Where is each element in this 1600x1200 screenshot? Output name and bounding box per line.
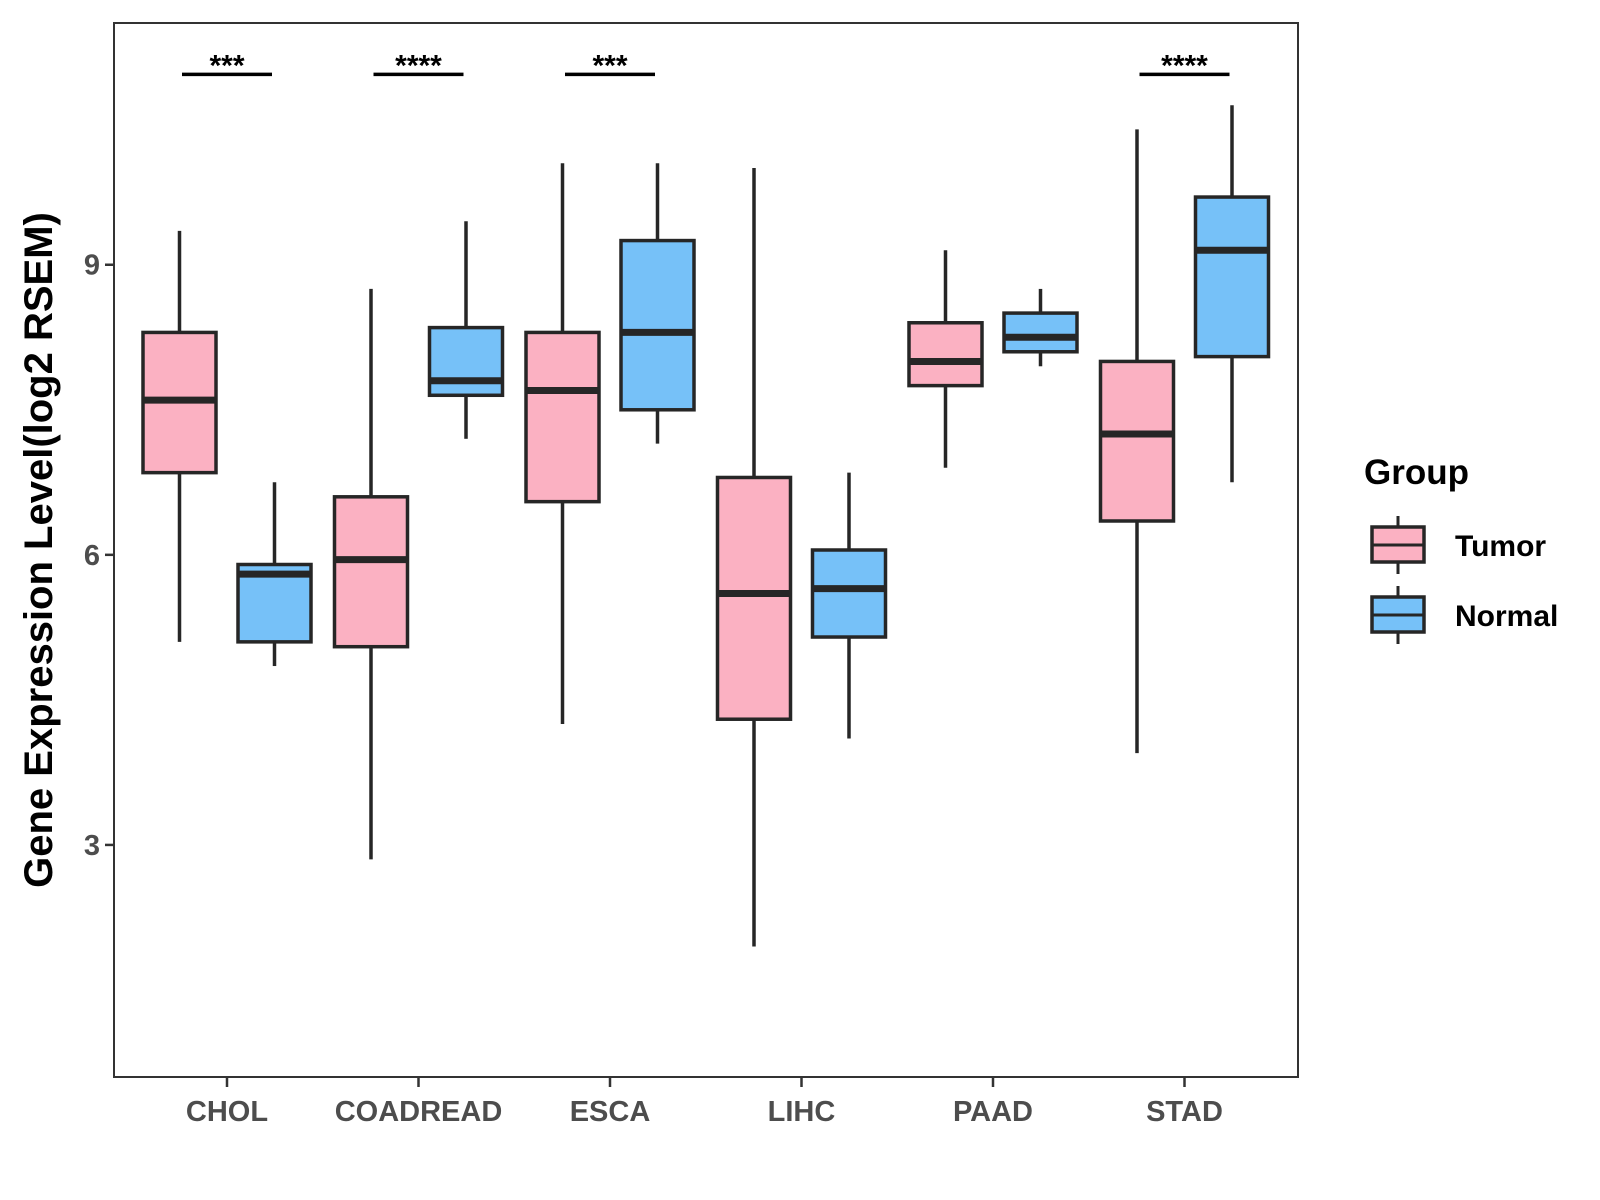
- legend-title: Group: [1364, 453, 1469, 492]
- box-body-normal-lihc: [810, 548, 888, 639]
- panel-border: [113, 22, 1299, 1078]
- significance-label-stad: ****: [1161, 49, 1208, 82]
- box-tumor-esca: [524, 163, 601, 725]
- box-body-normal-stad: [1193, 195, 1271, 359]
- axes: 3 6 9 CHOL COADREAD ESCA LIHC PAAD STAD: [84, 250, 1223, 1128]
- box-normal-stad: [1193, 105, 1271, 483]
- legend: Tumor Normal: [1370, 516, 1558, 644]
- legend-key-normal: [1370, 586, 1426, 644]
- x-tick-label-esca: ESCA: [570, 1096, 651, 1128]
- x-tick-label-coadread: COADREAD: [335, 1096, 503, 1128]
- box-tumor-coadread: [332, 288, 410, 860]
- box-normal-chol: [236, 482, 313, 667]
- box-body-normal-esca: [619, 238, 696, 412]
- y-tick-label-9: 9: [84, 250, 100, 282]
- box-body-normal-coadread: [427, 325, 505, 398]
- box-body-tumor-esca: [524, 330, 601, 504]
- x-tick-label-chol: CHOL: [186, 1096, 268, 1128]
- box-body-tumor-lihc: [715, 475, 793, 721]
- legend-key-tumor: [1370, 516, 1426, 574]
- significance-label-esca: ***: [592, 49, 627, 82]
- y-axis-label: Gene Expression Level(log2 RSEM): [17, 212, 61, 888]
- legend-label-normal: Normal: [1455, 600, 1558, 633]
- box-tumor-lihc: [715, 168, 793, 947]
- box-body-tumor-stad: [1098, 359, 1176, 523]
- x-tick-label-stad: STAD: [1146, 1096, 1223, 1128]
- box-body-normal-paad: [1002, 311, 1079, 354]
- box-normal-esca: [619, 163, 696, 444]
- box-tumor-paad: [907, 250, 984, 468]
- x-tick-label-lihc: LIHC: [768, 1096, 836, 1128]
- box-body-tumor-coadread: [332, 495, 410, 649]
- significance-label-chol: ***: [209, 49, 244, 82]
- box-tumor-chol: [141, 230, 218, 642]
- plot-area: *** **** *** ****: [141, 49, 1271, 947]
- box-tumor-stad: [1098, 129, 1176, 754]
- significance-label-coadread: ****: [395, 49, 442, 82]
- legend-label-tumor: Tumor: [1455, 530, 1546, 563]
- box-normal-lihc: [810, 472, 888, 739]
- y-tick-label-6: 6: [84, 540, 100, 572]
- box-normal-paad: [1002, 288, 1079, 367]
- x-tick-label-paad: PAAD: [953, 1096, 1033, 1128]
- y-tick-label-3: 3: [84, 830, 100, 862]
- box-body-tumor-paad: [907, 321, 984, 388]
- box-normal-coadread: [427, 221, 505, 439]
